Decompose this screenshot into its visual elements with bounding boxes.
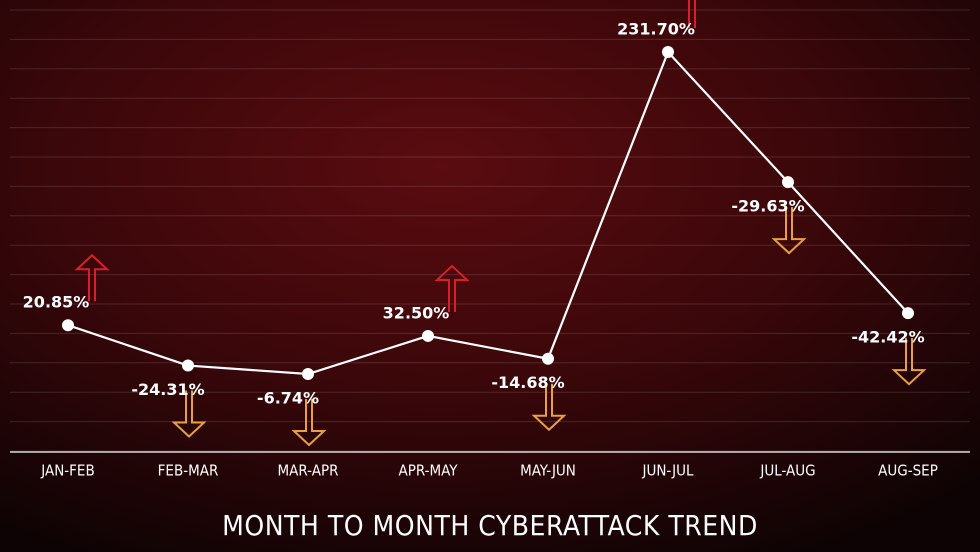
trend-arrow — [74, 253, 110, 302]
point — [182, 359, 194, 372]
x-tick-label: APR-MAY — [399, 462, 459, 480]
value-label: 32.50% — [383, 303, 450, 322]
x-tick-label: MAR-APR — [278, 462, 339, 480]
value-label: -14.68% — [491, 373, 564, 392]
point — [902, 307, 914, 320]
trend-arrow — [771, 207, 807, 255]
trend-arrow — [291, 399, 327, 447]
value-label: 20.85% — [23, 293, 90, 312]
trend-arrow — [891, 338, 927, 386]
value-label: 231.70% — [617, 20, 695, 39]
chart-title: MONTH TO MONTH CYBERATTACK TREND — [222, 509, 758, 542]
point — [62, 319, 74, 332]
x-tick-label: JUN-JUL — [641, 462, 694, 480]
point — [302, 368, 314, 380]
trend-arrow — [171, 390, 207, 438]
value-label: -42.42% — [851, 328, 924, 347]
point — [542, 352, 554, 365]
value-label: -29.63% — [731, 197, 804, 216]
background-lines — [10, 9, 970, 452]
x-tick-label: MAY-JUN — [520, 462, 576, 480]
point — [662, 46, 674, 58]
x-tick-label: FEB-MAR — [158, 462, 219, 480]
x-tick-label: JUL-AUG — [759, 462, 815, 480]
point — [422, 329, 434, 342]
point — [782, 176, 794, 189]
trend-line — [67, 49, 909, 376]
trend-arrow — [531, 383, 567, 432]
x-tick-label: AUG-SEP — [878, 462, 938, 480]
trend-arrow — [434, 264, 470, 312]
value-label: -6.74% — [257, 389, 319, 408]
value-label: -24.31% — [131, 380, 204, 399]
x-tick-label: JAN-FEB — [40, 462, 94, 480]
